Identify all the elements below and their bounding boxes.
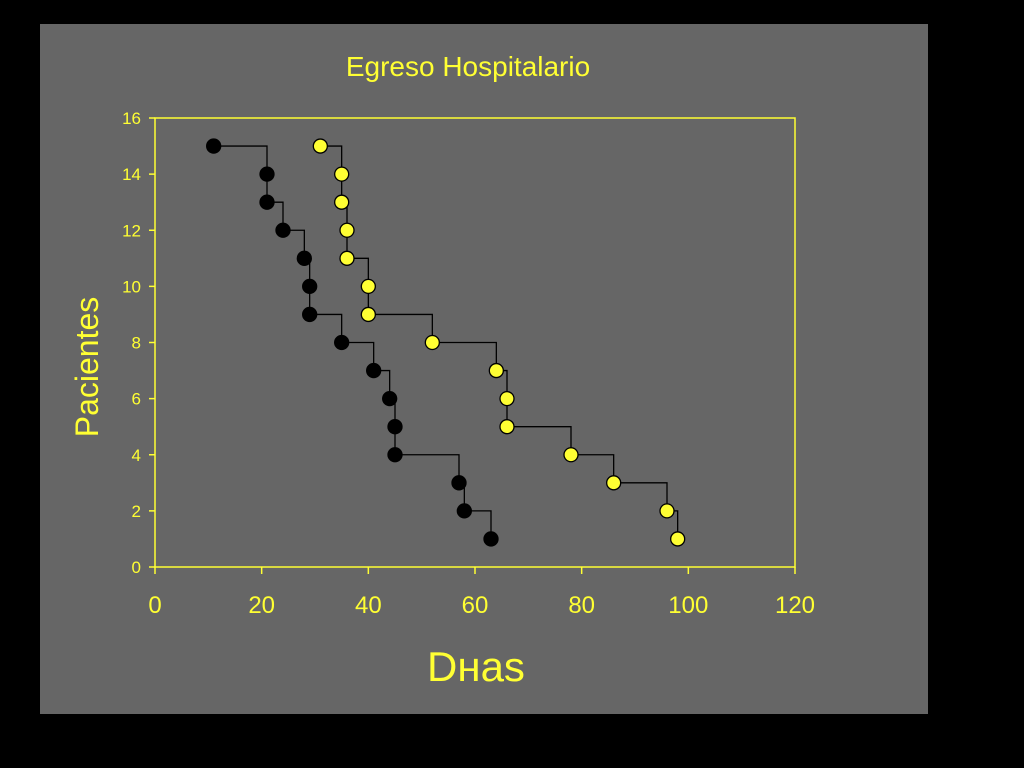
series-0-point <box>387 419 403 435</box>
series-1-point <box>360 278 376 295</box>
series-0-point <box>302 306 318 323</box>
series-0-point <box>259 166 275 182</box>
series-1-point <box>670 531 686 547</box>
series-0-point <box>302 278 318 295</box>
y-axis-label: Pacientes <box>69 297 105 438</box>
y-tick-label: 12 <box>122 221 141 240</box>
plot-area: 0 2 4 6 8 10 12 14 16 0 20 40 60 80 100 120 <box>122 109 815 619</box>
series-1-point <box>499 390 515 407</box>
series-0-point <box>387 447 403 463</box>
y-tick-label: 16 <box>122 109 141 128</box>
series-0-point <box>451 475 467 491</box>
series-0-point <box>334 334 350 351</box>
x-tick-label: 100 <box>668 592 708 619</box>
series-1-point <box>334 166 350 182</box>
series-1-point <box>563 447 579 463</box>
chart: Egreso Hospitalario 0 2 4 6 8 10 12 14 16 0 20 40 60… <box>69 51 815 690</box>
series-0-point <box>259 194 275 210</box>
y-tick-label: 0 <box>132 558 141 577</box>
x-tick-label: 60 <box>462 592 489 619</box>
series-1-point <box>499 419 515 435</box>
series-1-point <box>488 362 504 379</box>
series-1-point <box>659 503 675 519</box>
series-0-point <box>366 362 382 379</box>
x-tick-label: 20 <box>248 592 275 619</box>
series-1-point <box>312 138 328 154</box>
series-1-point <box>424 334 440 351</box>
x-tick-label: 0 <box>148 592 161 619</box>
slide-background: Egreso Hospitalario 0 2 4 6 8 10 12 14 16 0 20 40 60… <box>40 24 928 714</box>
series-0-point <box>275 222 291 238</box>
series-0-point <box>483 531 499 547</box>
x-tick-label: 80 <box>568 592 595 619</box>
x-tick-label: 40 <box>355 592 382 619</box>
y-tick-label: 2 <box>132 502 141 521</box>
series-0-point <box>296 250 312 266</box>
chart-title: Egreso Hospitalario <box>346 51 590 82</box>
x-axis-label: Dнas <box>427 643 525 690</box>
y-tick-label: 14 <box>122 165 141 184</box>
series-1-point <box>334 194 350 210</box>
series-1-point <box>606 475 622 491</box>
series-0-point <box>382 390 398 407</box>
y-tick-label: 10 <box>122 277 141 296</box>
y-tick-label: 4 <box>132 446 141 465</box>
series-0-point <box>456 503 472 519</box>
x-tick-label: 120 <box>775 592 815 619</box>
y-tick-label: 8 <box>132 334 141 353</box>
series-1-point <box>339 222 355 238</box>
y-tick-label: 6 <box>132 390 141 409</box>
series-1-point <box>360 306 376 323</box>
series-0-point <box>206 138 222 154</box>
series-1-point <box>339 250 355 266</box>
